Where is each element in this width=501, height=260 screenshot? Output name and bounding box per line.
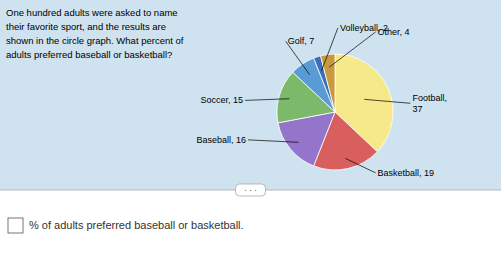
data-label: Golf, 7	[288, 36, 315, 46]
more-button[interactable]	[236, 184, 266, 196]
bottom-background	[0, 190, 501, 260]
data-label: Baseball, 16	[196, 135, 246, 145]
slices	[277, 54, 393, 170]
leader-line	[248, 140, 298, 142]
pie: Football,37 Basketball, 19 Baseball, 16 Soc…	[196, 23, 446, 178]
leader-line	[322, 28, 338, 71]
data-label: Basketball, 19	[378, 168, 435, 178]
leader-line	[364, 99, 410, 103]
chart: One hundred adults were asked to namethe…	[0, 0, 501, 260]
leader-line	[245, 99, 289, 101]
background	[0, 0, 501, 190]
data-label: Soccer, 15	[201, 95, 244, 105]
annotation: % of adults preferred baseball or basket…	[29, 219, 244, 231]
labels: Football,37 Basketball, 19 Baseball, 16 Soc…	[196, 23, 446, 178]
more-button-label[interactable]: . . .	[244, 183, 257, 193]
data-label: Other, 4	[378, 27, 410, 37]
title: One hundred adults were asked to namethe…	[6, 7, 184, 60]
leader-line	[329, 32, 375, 67]
checkbox[interactable]	[8, 218, 23, 233]
leader-line	[345, 158, 375, 172]
slice	[321, 54, 335, 112]
data-label: Football,37	[412, 93, 447, 114]
